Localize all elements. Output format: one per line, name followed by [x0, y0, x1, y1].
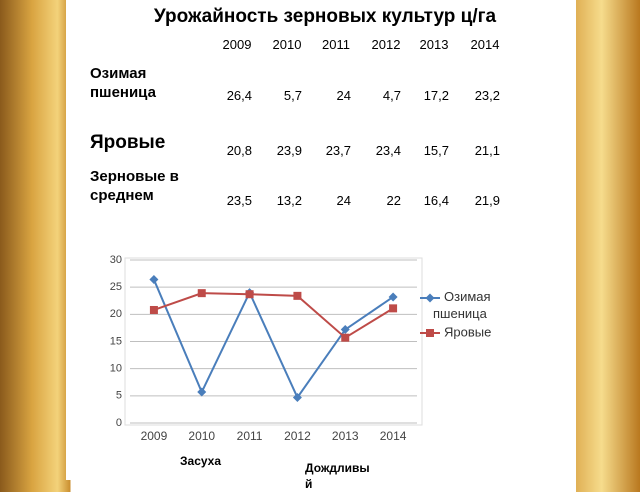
- cell: 4,7: [382, 88, 401, 103]
- row-label: Зерновые в среднем: [90, 168, 179, 204]
- cell: 21,1: [474, 143, 500, 158]
- slide-title: Урожайность зерновых культур ц/га: [153, 6, 497, 27]
- cell: 23,2: [474, 88, 500, 103]
- x-tick-label: 2012: [284, 429, 311, 443]
- marker: [149, 305, 158, 314]
- column-header: 2009: [222, 37, 252, 52]
- cell: 21,9: [474, 193, 500, 208]
- marker: [245, 290, 254, 299]
- y-tick-label: 20: [110, 308, 122, 320]
- marker: [341, 333, 350, 342]
- plot-border: [124, 257, 423, 426]
- cell: 5,7: [283, 88, 302, 103]
- legend-label: Яровые: [444, 324, 491, 339]
- series-line: [153, 292, 394, 339]
- row-label: Озимая пшеница: [90, 65, 156, 101]
- cell: 13,2: [276, 193, 302, 208]
- y-tick-label: 30: [110, 254, 122, 266]
- column-header: 2011: [322, 37, 350, 52]
- marker: [340, 325, 350, 335]
- legend-label: Озимая пшеница: [433, 289, 491, 321]
- cell: 24: [336, 193, 351, 208]
- y-tick-label: 10: [110, 363, 122, 375]
- y-tick-label: 0: [116, 417, 122, 429]
- x-tick-label: 2011: [237, 429, 263, 443]
- marker: [426, 329, 434, 337]
- annotation: Засуха: [180, 454, 222, 468]
- column-header: 2012: [371, 37, 401, 52]
- y-tick-label: 25: [110, 281, 122, 293]
- cell: 23,5: [226, 193, 252, 208]
- marker: [389, 304, 398, 313]
- annotation: Дождливый: [305, 461, 370, 491]
- cell: 24: [336, 88, 351, 103]
- cell: 15,7: [423, 143, 449, 158]
- marker: [425, 293, 435, 303]
- marker: [292, 392, 302, 402]
- cell: 23,9: [276, 143, 302, 158]
- cell: 23,4: [375, 143, 401, 158]
- column-header: 2013: [419, 37, 449, 52]
- cell: 22: [386, 193, 401, 208]
- cell: 16,4: [423, 193, 449, 208]
- cell: 17,2: [423, 88, 449, 103]
- chart: 0 5 10 15 20 25 30 2009 2010 2011 2012 2013 2014 Озим…: [110, 254, 492, 443]
- series-line: [152, 279, 394, 400]
- y-tick-label: 15: [110, 335, 122, 347]
- column-header: 2010: [272, 37, 302, 52]
- marker: [149, 275, 159, 285]
- marker: [197, 289, 206, 298]
- cell: 23,7: [325, 143, 351, 158]
- y-tick-label: 5: [116, 390, 122, 402]
- marker: [388, 292, 398, 302]
- x-tick-label: 2010: [188, 429, 215, 443]
- row-label: Яровые: [90, 132, 166, 153]
- x-tick-label: 2013: [332, 429, 359, 443]
- x-tick-label: 2009: [141, 429, 168, 443]
- column-header: 2014: [470, 37, 500, 52]
- panel: [66, 0, 575, 480]
- cell: 20,8: [226, 143, 252, 158]
- cell: 26,4: [226, 88, 252, 103]
- marker: [293, 291, 302, 300]
- x-tick-label: 2014: [380, 429, 407, 443]
- marker: [197, 387, 207, 397]
